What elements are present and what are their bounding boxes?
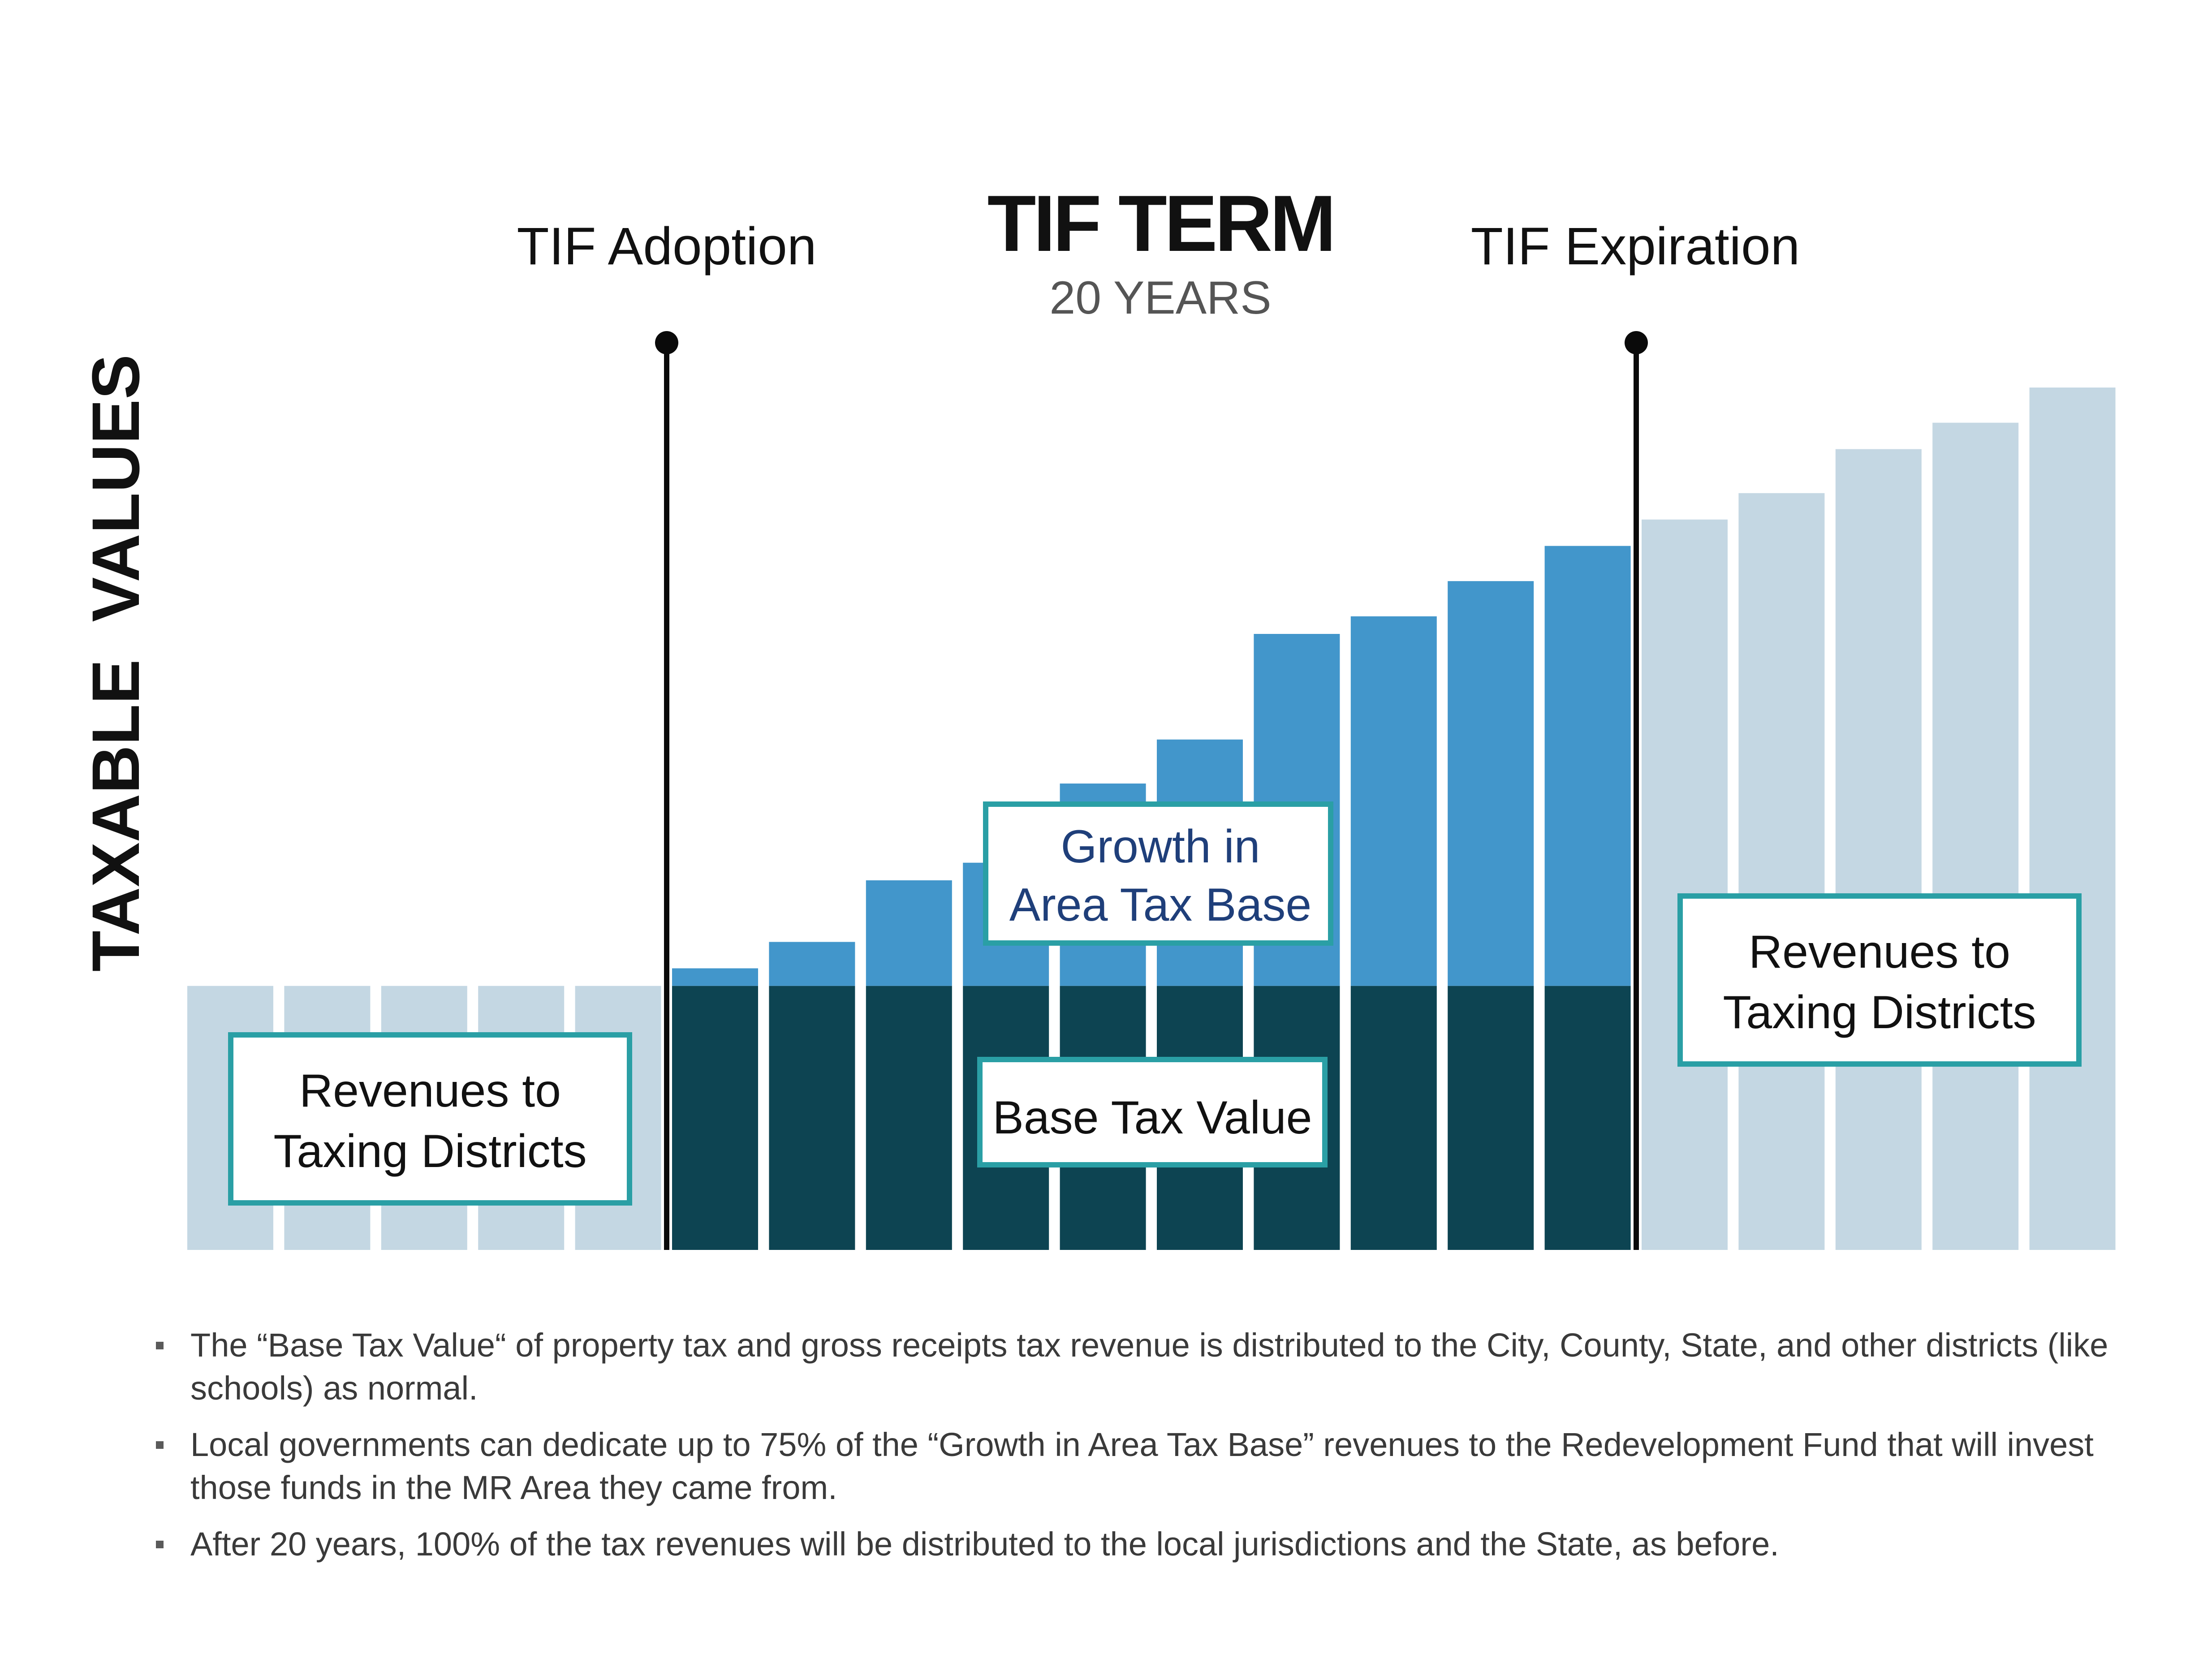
note-item: Local governments can dedicate up to 75%… <box>152 1423 2115 1509</box>
note-item: After 20 years, 100% of the tax revenues… <box>152 1523 2115 1566</box>
notes-list: The “Base Tax Value“ of property tax and… <box>152 1324 2115 1579</box>
pre-revenues-label-line2: Taxing Districts <box>273 1125 586 1177</box>
tif-chart: TIF Adoption TIF Expiration TIF TERM 20 Y… <box>78 179 2116 1250</box>
post-bar-18 <box>1835 449 1922 1250</box>
chart-title: TIF TERM <box>987 179 1334 268</box>
base-bar-14 <box>1448 986 1534 1250</box>
base-bar-8 <box>866 986 952 1250</box>
base-box: Base Tax Value <box>977 1057 1328 1167</box>
note-item: The “Base Tax Value“ of property tax and… <box>152 1324 2115 1410</box>
post-revenues-box: Revenues to Taxing Districts <box>1677 893 2082 1067</box>
growth-bar-6 <box>672 968 758 986</box>
marker-dot-1 <box>655 331 678 354</box>
markers-layer: TIF Adoption TIF Expiration <box>517 217 1800 1250</box>
y-axis-label: TAXABLE VALUES <box>78 354 153 972</box>
base-bar-7 <box>769 986 855 1250</box>
base-label: Base Tax Value <box>992 1092 1312 1144</box>
marker-label-1: TIF Adoption <box>517 217 816 276</box>
growth-label-line1: Growth in <box>1061 821 1260 873</box>
post-bar-20 <box>2029 388 2116 1250</box>
growth-box: Growth in Area Tax Base <box>983 801 1333 946</box>
base-bar-15 <box>1544 986 1631 1250</box>
post-bar-19 <box>1932 422 2019 1250</box>
pre-revenues-box: Revenues to Taxing Districts <box>228 1032 632 1206</box>
growth-label-line2: Area Tax Base <box>1009 879 1311 931</box>
pre-revenues-label-line1: Revenues to <box>299 1065 561 1117</box>
post-bar-16 <box>1642 519 1728 1250</box>
growth-bar-13 <box>1350 616 1437 986</box>
growth-bar-8 <box>866 880 952 986</box>
growth-bar-7 <box>769 942 855 986</box>
post-bar-17 <box>1738 493 1825 1250</box>
post-revenues-label-line1: Revenues to <box>1749 926 2010 978</box>
base-bar-6 <box>672 986 758 1250</box>
post-revenues-label-line2: Taxing Districts <box>1723 986 2036 1038</box>
growth-bar-15 <box>1544 546 1631 986</box>
marker-dot-2 <box>1625 331 1648 354</box>
marker-label-2: TIF Expiration <box>1471 217 1800 276</box>
chart-subtitle: 20 YEARS <box>1049 272 1271 324</box>
growth-bar-14 <box>1448 581 1534 986</box>
base-bar-13 <box>1350 986 1437 1250</box>
